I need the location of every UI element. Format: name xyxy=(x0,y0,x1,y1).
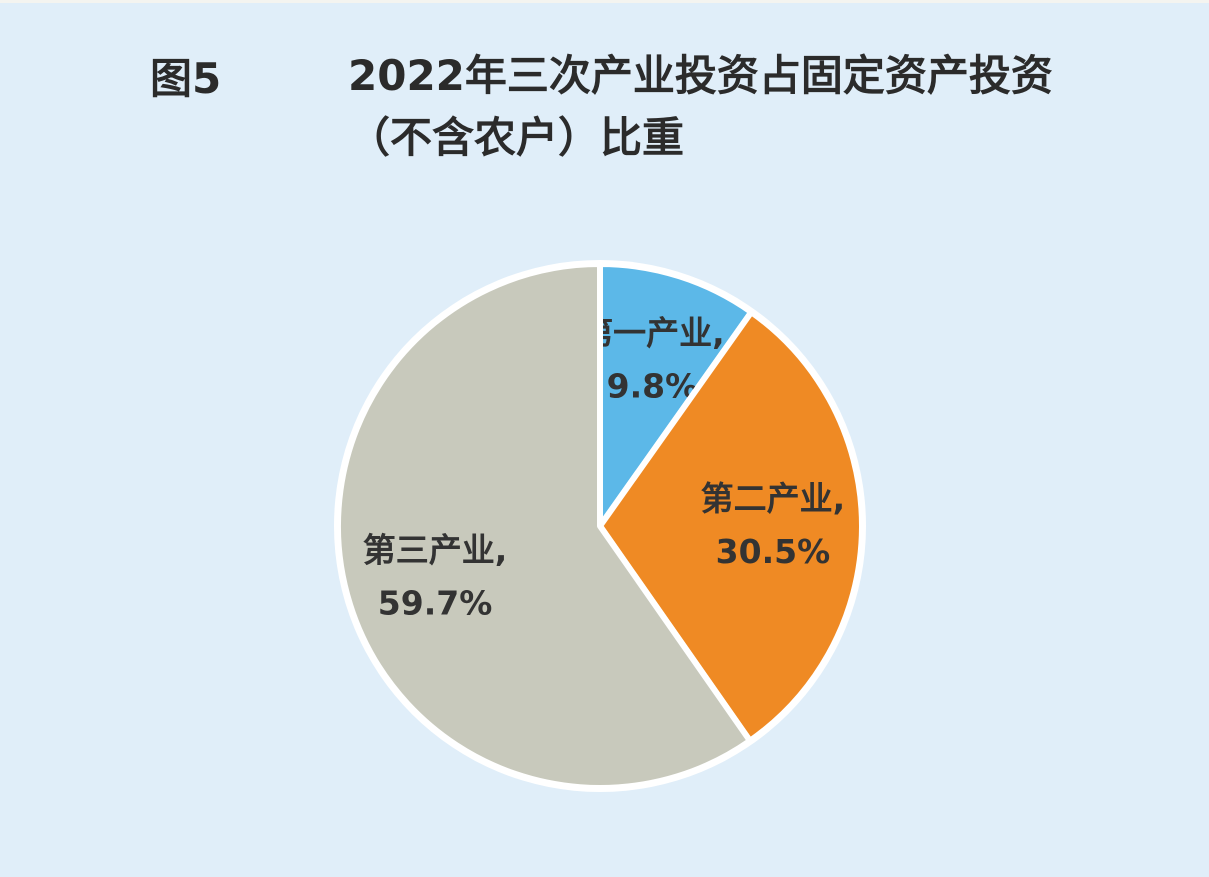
pie-slice xyxy=(335,261,753,791)
slice-category-label: 第三产业, xyxy=(363,530,508,569)
pie-slice xyxy=(597,261,755,529)
pie-slice xyxy=(597,309,865,744)
slice-value-label: 59.7% xyxy=(378,583,493,622)
slice-value-label: 9.8% xyxy=(607,367,699,406)
pie-area: 第一产业, 9.8% 第二产业, 30.5% 第三产业, 59.7% xyxy=(334,260,866,792)
slice-category-label: 第一产业, xyxy=(580,314,725,353)
chart-title: 2022年三次产业投资占固定资产投资（不含农户）比重 xyxy=(348,51,1053,162)
figure-label: 图5 xyxy=(150,54,222,103)
slice-value-label: 30.5% xyxy=(716,532,831,571)
slice-category-label: 第二产业, xyxy=(701,479,846,518)
